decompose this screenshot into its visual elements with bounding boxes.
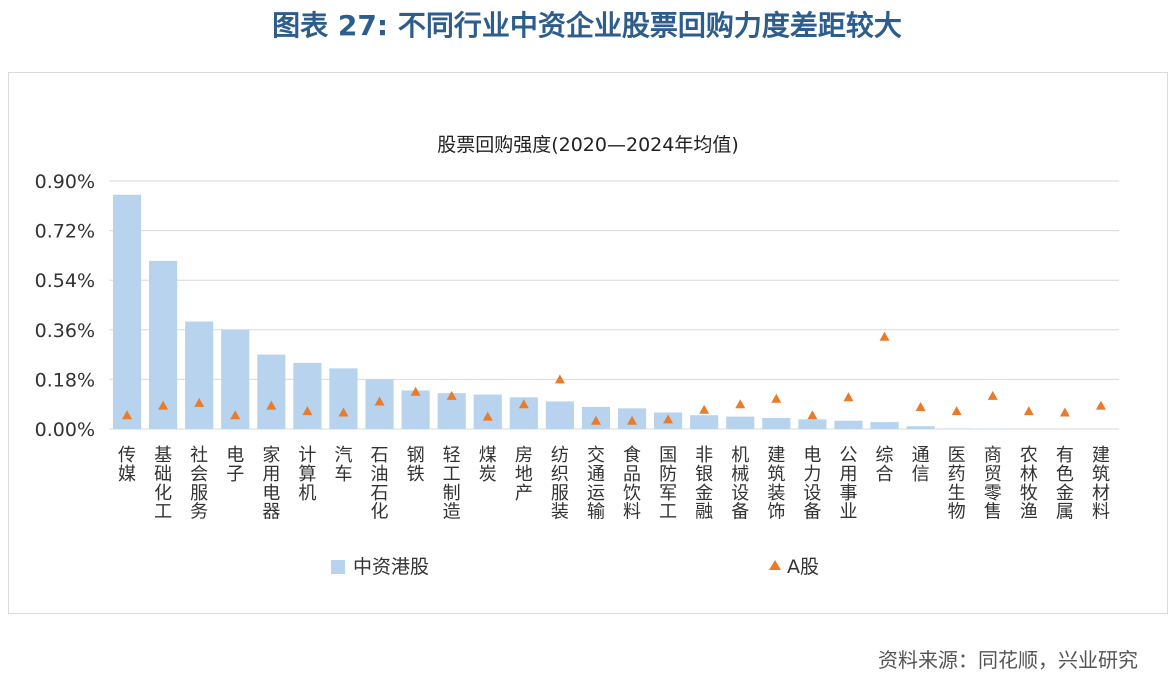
x-tick-label: 社会服务 (190, 445, 208, 523)
marker-point (807, 410, 818, 420)
bar (762, 417, 791, 429)
bar (870, 422, 899, 429)
y-tick-label: 0.54% (35, 270, 95, 292)
bar-chart: 股票回购强度(2020—2024年均值) 0.00% 0.18% 0.36% 0.54%… (35, 134, 1119, 578)
chart-panel: 股票回购强度(2020—2024年均值) 0.00% 0.18% 0.36% 0.54%… (8, 72, 1168, 614)
bar (401, 390, 430, 429)
x-tick-label: 建筑材料 (1092, 445, 1110, 523)
marker-point (1023, 406, 1034, 416)
x-tick-label: 医药生物 (948, 445, 966, 523)
marker-point (122, 410, 133, 420)
x-tick-label: 计算机 (298, 445, 316, 504)
x-tick-label: 传媒 (118, 445, 136, 485)
x-tick-label: 汽车 (334, 445, 352, 485)
marker-point (374, 396, 385, 406)
marker-point (518, 399, 529, 409)
marker-point (554, 374, 565, 384)
marker-point (338, 407, 349, 417)
x-tick-label: 非银金融 (695, 445, 713, 523)
source-note: 资料来源：同花顺，兴业研究 (878, 648, 1138, 672)
x-tick-label: 综合 (876, 445, 894, 485)
bar (545, 401, 574, 429)
marker-point (482, 411, 493, 421)
x-tick-label: 农林牧渔 (1020, 445, 1038, 523)
marker-point (915, 401, 926, 411)
marker-point (951, 406, 962, 416)
bar (690, 415, 719, 429)
y-tick-label: 0.90% (35, 171, 95, 193)
x-tick-label: 石油石化 (371, 445, 389, 523)
bar (257, 354, 286, 429)
marker-point (194, 397, 205, 407)
bar (726, 416, 755, 429)
bar (798, 419, 827, 429)
x-tick-label: 商贸零售 (984, 445, 1002, 523)
x-tick-label: 建筑装饰 (767, 445, 785, 523)
bar (185, 321, 214, 429)
x-tick-label: 机械设备 (731, 445, 749, 523)
marker-point (230, 410, 241, 420)
marker-point (735, 399, 746, 409)
x-tick-label: 有色金属 (1056, 445, 1074, 523)
marker-point (627, 415, 638, 425)
x-tick-label: 电力设备 (803, 445, 821, 523)
y-tick-label: 0.00% (35, 419, 95, 441)
x-tick-label: 房地产 (515, 445, 533, 504)
marker-point (879, 331, 890, 341)
y-tick-label: 0.36% (35, 320, 95, 342)
bar (112, 194, 142, 429)
marker-point (446, 390, 457, 400)
x-tick-label: 通信 (912, 445, 930, 485)
chart-title: 股票回购强度(2020—2024年均值) (437, 134, 739, 156)
bar (834, 420, 863, 429)
y-tick-label: 0.72% (35, 221, 95, 243)
x-tick-label: 家用电器 (262, 445, 280, 523)
x-tick-label: 交通运输 (587, 445, 605, 523)
marker-point (1095, 400, 1106, 410)
marker-point (1059, 407, 1070, 417)
figure-title: 图表 27: 不同行业中资企业股票回购力度差距较大 (272, 9, 902, 42)
marker-point (158, 400, 169, 410)
legend-swatch-bar (331, 560, 345, 574)
marker-point (590, 415, 601, 425)
y-tick-label: 0.18% (35, 369, 95, 391)
x-tick-label: 轻工制造 (443, 445, 461, 523)
legend-label-marker: A股 (787, 556, 819, 578)
marker-point (987, 390, 998, 400)
x-tick-label: 钢铁 (407, 445, 425, 485)
x-tick-label: 煤炭 (479, 445, 497, 485)
bar (942, 428, 971, 429)
marker-point (663, 414, 674, 424)
x-tick-label: 食品饮料 (623, 445, 641, 523)
legend-swatch-marker (769, 560, 781, 570)
bar (293, 362, 322, 429)
marker-point (771, 393, 782, 403)
x-tick-label: 国防军工 (659, 445, 677, 523)
bar (329, 368, 358, 429)
bar (906, 426, 935, 429)
marker-point (843, 392, 854, 402)
marker-point (699, 404, 710, 414)
marker-point (302, 406, 313, 416)
x-tick-label: 纺织服装 (551, 445, 569, 523)
marker-point (410, 386, 421, 396)
legend-label-bar: 中资港股 (353, 556, 429, 578)
x-tick-label: 公用事业 (839, 445, 857, 523)
x-tick-label: 基础化工 (154, 445, 172, 523)
marker-point (266, 400, 277, 410)
x-tick-label: 电子 (226, 445, 244, 485)
